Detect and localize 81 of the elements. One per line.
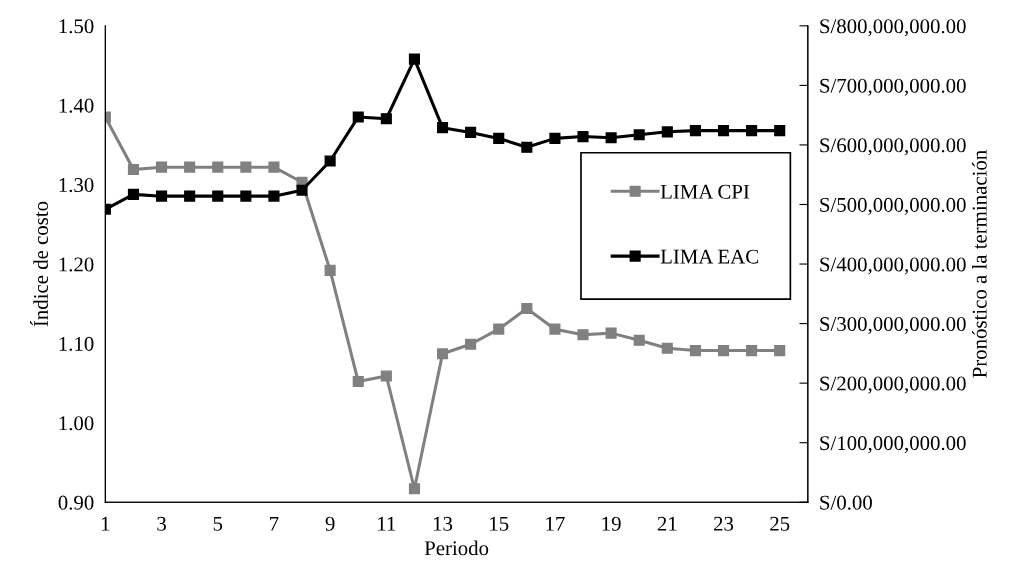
x-tick-label: 7	[270, 516, 279, 531]
x-tick-label: 25	[770, 516, 790, 531]
y-tick-label: 0.90	[58, 495, 94, 510]
x-tick-label: 1	[101, 516, 110, 531]
point	[408, 483, 420, 495]
x-tick-label: 13	[433, 516, 453, 531]
point	[521, 302, 533, 315]
point	[577, 131, 589, 143]
point	[549, 323, 561, 335]
point	[408, 53, 420, 65]
point	[521, 141, 533, 153]
point	[746, 345, 758, 357]
point	[240, 190, 252, 202]
y-tick-label: 1.40	[59, 98, 94, 113]
point	[268, 190, 280, 202]
point	[156, 161, 168, 173]
y2-tick-label: S/300,000,000.00	[820, 316, 966, 335]
point	[380, 113, 392, 125]
point	[380, 370, 392, 382]
point	[549, 132, 561, 144]
point	[352, 111, 364, 123]
y-tick-label: 1.00	[59, 416, 94, 431]
point	[324, 155, 336, 167]
point	[689, 345, 701, 357]
x-tick-label: 3	[157, 516, 166, 531]
y2-tick-label: S/800,000,000.00	[820, 19, 966, 37]
y2-tick-label: S/400,000,000.00	[820, 257, 966, 275]
point	[605, 327, 617, 339]
point	[661, 126, 673, 138]
y-tick-label: 1.10	[59, 336, 94, 351]
x-axis-title: Periodo	[424, 540, 489, 556]
point	[661, 342, 673, 354]
y2-axis-title: Pronóstico a la terminación	[972, 150, 987, 378]
point	[774, 345, 786, 357]
point	[465, 126, 477, 138]
point	[689, 125, 701, 137]
y2-tick-label: S/700,000,000.00	[820, 78, 966, 96]
point	[212, 190, 224, 202]
point	[240, 161, 252, 173]
x-tick-label: 19	[602, 516, 621, 531]
y2-tick-label: S/600,000,000.00	[820, 138, 966, 156]
point	[633, 334, 645, 346]
x-tick-label: 9	[325, 516, 335, 531]
y-tick-label: 1.30	[59, 178, 94, 193]
y-tick-label: 1.50	[59, 19, 94, 34]
point	[493, 132, 505, 144]
point	[465, 338, 477, 350]
point	[212, 161, 224, 173]
y2-tick-label: S/100,000,000.00	[820, 436, 966, 454]
x-tick-label: 15	[490, 516, 509, 531]
point	[577, 329, 589, 341]
y2-tick-label: S/200,000,000.00	[820, 376, 966, 394]
point	[633, 129, 645, 141]
legend-label: LIMA CPI	[660, 184, 750, 199]
point	[717, 345, 730, 357]
point	[352, 376, 364, 388]
point	[774, 125, 786, 137]
point	[127, 188, 140, 200]
x-tick-label: 21	[657, 516, 677, 531]
point	[717, 125, 730, 137]
point	[324, 264, 336, 276]
x-tick-label: 17	[546, 516, 565, 531]
point	[184, 190, 196, 202]
legend-label: LIMA EAC	[660, 249, 758, 264]
point	[268, 161, 280, 173]
point	[127, 163, 140, 176]
x-tick-label: 11	[378, 516, 396, 531]
x-tick-label: 5	[213, 516, 223, 531]
point	[493, 323, 505, 335]
point	[436, 348, 449, 360]
point	[184, 161, 196, 173]
y2-tick-label: S/500,000,000.00	[820, 197, 966, 215]
point	[746, 125, 758, 137]
point	[156, 190, 168, 202]
point	[296, 184, 308, 196]
y2-tick-label: S/0.00	[820, 495, 872, 510]
y-tick-label: 1.20	[59, 257, 94, 272]
point	[436, 122, 449, 134]
point	[605, 132, 617, 144]
y-axis-title: Índice de costo	[29, 201, 49, 327]
x-tick-label: 23	[714, 516, 734, 531]
